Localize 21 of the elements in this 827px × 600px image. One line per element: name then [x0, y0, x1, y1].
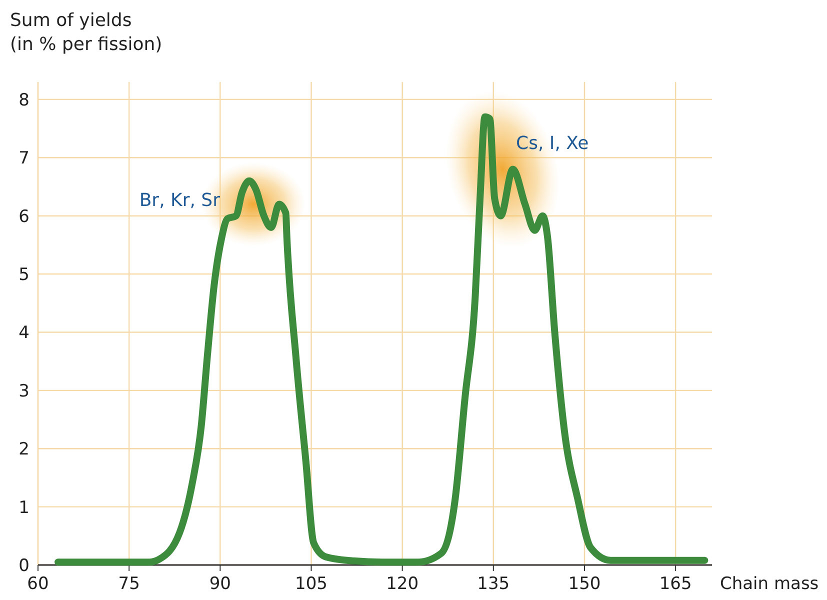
x-tick-label: 60 — [27, 574, 49, 594]
y-tick-label: 4 — [18, 323, 30, 344]
y-tick-label: 7 — [18, 148, 30, 169]
x-tick-label: 105 — [295, 574, 328, 594]
y-axis-title: Sum of yields (in % per fission) — [10, 10, 162, 55]
x-tick-label: 120 — [386, 574, 419, 594]
x-tick-label: 150 — [568, 574, 601, 594]
x-axis-title: Chain mass — [720, 574, 819, 594]
y-tick-label: 8 — [18, 90, 30, 110]
y-tick-label: 0 — [18, 556, 30, 576]
y-tick-label: 5 — [18, 265, 30, 286]
y-tick-label: 2 — [18, 440, 30, 460]
y-tick-label: 6 — [18, 206, 30, 227]
x-tick-label: 165 — [659, 574, 692, 594]
annotation: Cs, I, Xe — [516, 133, 589, 154]
x-tick-label: 135 — [477, 574, 510, 594]
y-tick-label: 3 — [18, 381, 30, 402]
annotation: Br, Kr, Sr — [139, 190, 221, 211]
x-tick-label: 75 — [118, 574, 140, 594]
x-tick-label: 90 — [209, 574, 231, 594]
y-tick-label: 1 — [18, 498, 30, 518]
